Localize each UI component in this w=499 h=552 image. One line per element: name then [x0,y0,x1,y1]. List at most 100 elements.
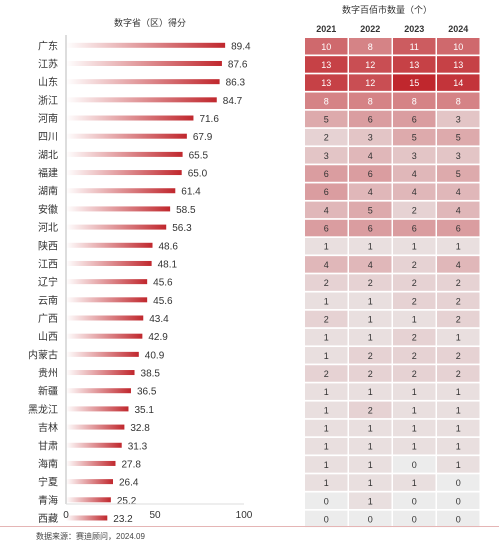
heatmap-cell [349,328,392,346]
heatmap-cell-label: 4 [368,151,373,161]
heatmap-cell [393,56,436,73]
heatmap-cell-label: 3 [412,151,417,161]
heatmap-cell-label: 1 [456,424,461,434]
heatmap-cell-label: 2 [412,260,417,270]
bar-category-label: 江苏 [38,57,58,70]
footer-divider [0,526,499,527]
heatmap-cell [349,365,392,382]
heatmap-cell [349,310,392,328]
heatmap-cell [393,147,436,164]
heatmap-cell-label: 6 [368,114,373,124]
heatmap-cell-label: 1 [324,478,329,488]
bar [66,151,183,157]
bar-category-label: 甘肃 [38,439,58,452]
heatmap-cell [305,38,348,55]
heatmap-cell-label: 6 [324,169,329,179]
bar-value-label: 45.6 [153,278,173,289]
bar-value-label: 42.9 [148,332,168,343]
heatmap-cell [437,328,480,346]
bar [66,333,143,339]
heatmap-cell-label: 5 [456,169,461,179]
bar [66,79,220,85]
bar-value-label: 26.4 [119,478,139,489]
bar-category-label: 陕西 [38,239,58,252]
heatmap-cell-label: 11 [410,42,419,52]
heatmap-cell-label: 1 [324,442,329,452]
bar-value-label: 31.3 [128,441,148,452]
heatmap-cell-label: 4 [456,205,461,215]
heatmap-cell [349,437,392,455]
heatmap-cell-label: 4 [324,260,329,270]
bar-category-label: 山东 [38,76,58,89]
heatmap-cell-label: 2 [324,133,329,143]
heatmap-cell-label: 5 [368,205,373,215]
heatmap-cell-label: 0 [456,514,461,524]
bar-category-label: 湖北 [38,149,58,161]
heatmap-cell [437,437,480,455]
heatmap-cell [305,219,348,237]
heatmap-cell-label: 2 [456,296,461,306]
bar-category-label: 青海 [38,494,58,507]
bar [66,60,222,66]
heatmap-cell-label: 1 [324,424,329,434]
heatmap-cell [437,347,480,364]
heatmap-cell-label: 1 [456,460,461,470]
heatmap-cell [305,456,348,473]
heatmap-cell-label: 1 [368,314,373,324]
bar-category-label: 福建 [38,167,58,180]
heatmap-cell [305,237,348,255]
heatmap-cell-label: 13 [409,60,419,70]
heatmap-cell [393,419,436,437]
bar-category-label: 辽宁 [38,276,58,289]
heatmap-cell-label: 2 [324,369,329,379]
heatmap-cell [437,237,480,255]
heatmap-cell-label: 2 [324,278,329,288]
heatmap-cell-label: 4 [324,205,329,215]
heatmap-column-header: 2021 [316,24,336,34]
bar-value-label: 65.0 [188,169,208,180]
heatmap-cell [349,383,392,400]
bar-category-label: 贵州 [38,367,58,380]
bar-value-label: 35.1 [134,405,154,416]
bar-category-label: 山西 [38,331,58,343]
bar-value-label: 67.9 [193,132,213,143]
heatmap-cell-label: 0 [412,496,417,506]
heatmap-cell [393,474,436,491]
bar-category-label: 西藏 [38,513,58,525]
heatmap-cell [437,474,480,491]
bar [66,42,226,48]
bar [66,188,176,194]
heatmap-cell [437,110,480,128]
heatmap-cell [349,110,392,128]
bar-category-label: 江西 [38,258,58,270]
heatmap-cell-label: 1 [412,314,417,324]
heatmap-cell-label: 3 [456,151,461,161]
bar [66,133,187,139]
heatmap-cell-label: 2 [412,278,417,288]
heatmap-cell-label: 1 [412,442,417,452]
heatmap-cell [437,201,480,219]
heatmap-cell [393,274,436,291]
heatmap-cell-label: 0 [368,514,373,524]
heatmap-cell [393,310,436,328]
heatmap-cell [437,274,480,291]
heatmap-cell-label: 2 [324,314,329,324]
bar-value-label: 65.5 [189,150,209,161]
heatmap-cell [437,419,480,437]
heatmap-cell [349,237,392,255]
heatmap-cell [437,147,480,164]
heatmap-cell-label: 1 [368,424,373,434]
bar-value-label: 61.4 [181,187,201,198]
bar-category-label: 安徽 [38,203,58,216]
heatmap-cell-label: 8 [456,96,461,106]
heatmap-cell-label: 6 [324,187,329,197]
heatmap-cell-label: 2 [412,333,417,343]
heatmap-cell [349,401,392,419]
heatmap-cell-label: 6 [368,169,373,179]
bar-category-label: 云南 [38,294,58,307]
heatmap-cell-label: 6 [412,114,417,124]
heatmap-cell-label: 1 [324,405,329,415]
bar-value-label: 48.6 [159,241,179,252]
heatmap-cell [437,510,480,528]
